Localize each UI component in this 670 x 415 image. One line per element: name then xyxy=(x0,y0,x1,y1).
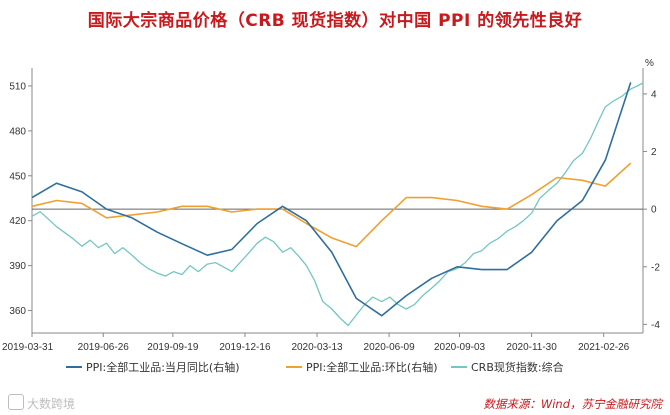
series-lines xyxy=(31,82,644,327)
y-right-unit-label: % xyxy=(645,58,654,69)
y-right-tick-label: 4 xyxy=(651,89,657,100)
y-left-tick-label: 360 xyxy=(9,306,26,317)
crb-index-line xyxy=(31,82,644,327)
x-axis: 2019-03-31 2019-06-26 2019-09-19 2019-12-16… xyxy=(2,333,630,353)
x-tick-label: 2019-03-31 xyxy=(2,342,54,353)
x-tick-label: 2019-09-19 xyxy=(147,342,199,353)
x-tick-label: 2020-03-13 xyxy=(291,342,343,353)
x-tick-label: 2019-06-26 xyxy=(78,342,130,353)
legend-label: CRB现货指数:综合 xyxy=(471,360,564,374)
y-right-tick-label: -4 xyxy=(651,320,660,331)
source-note: 数据来源：Wind，苏宁金融研究院 xyxy=(483,397,662,411)
ppi-yoy-line xyxy=(31,82,632,317)
legend: PPI:全部工业品:当月同比(右轴) PPI:全部工业品:环比(右轴) CRB现货指… xyxy=(66,360,564,374)
watermark-text: 大数跨境 xyxy=(27,397,76,411)
y-right-tick-label: 0 xyxy=(651,205,657,216)
y-left-tick-label: 390 xyxy=(9,261,26,272)
x-tick-label: 2020-09-03 xyxy=(434,342,486,353)
chart-title: 国际大宗商品价格（CRB 现货指数）对中国 PPI 的领先性良好 xyxy=(87,11,583,31)
y-left-tick-label: 450 xyxy=(9,171,26,182)
y-axis-right: -4 -2 0 2 4% xyxy=(643,58,660,331)
x-tick-label: 2021-02-26 xyxy=(578,342,630,353)
y-right-tick-label: -2 xyxy=(651,262,660,273)
legend-label: PPI:全部工业品:当月同比(右轴) xyxy=(86,360,240,374)
y-axis-left: 360 390 420 450 480 510 xyxy=(9,81,32,317)
y-left-tick-label: 510 xyxy=(9,81,26,92)
legend-label: PPI:全部工业品:环比(右轴) xyxy=(306,360,438,374)
ppi-mom-line xyxy=(31,162,632,248)
y-left-tick-label: 480 xyxy=(9,126,26,137)
x-tick-label: 2019-12-16 xyxy=(219,342,271,353)
y-right-tick-label: 2 xyxy=(651,147,657,158)
y-left-tick-label: 420 xyxy=(9,216,26,227)
watermark-logo-icon xyxy=(8,394,24,410)
x-tick-label: 2020-11-30 xyxy=(506,342,557,353)
plot-frame xyxy=(31,68,644,334)
x-tick-label: 2020-06-09 xyxy=(364,342,416,353)
